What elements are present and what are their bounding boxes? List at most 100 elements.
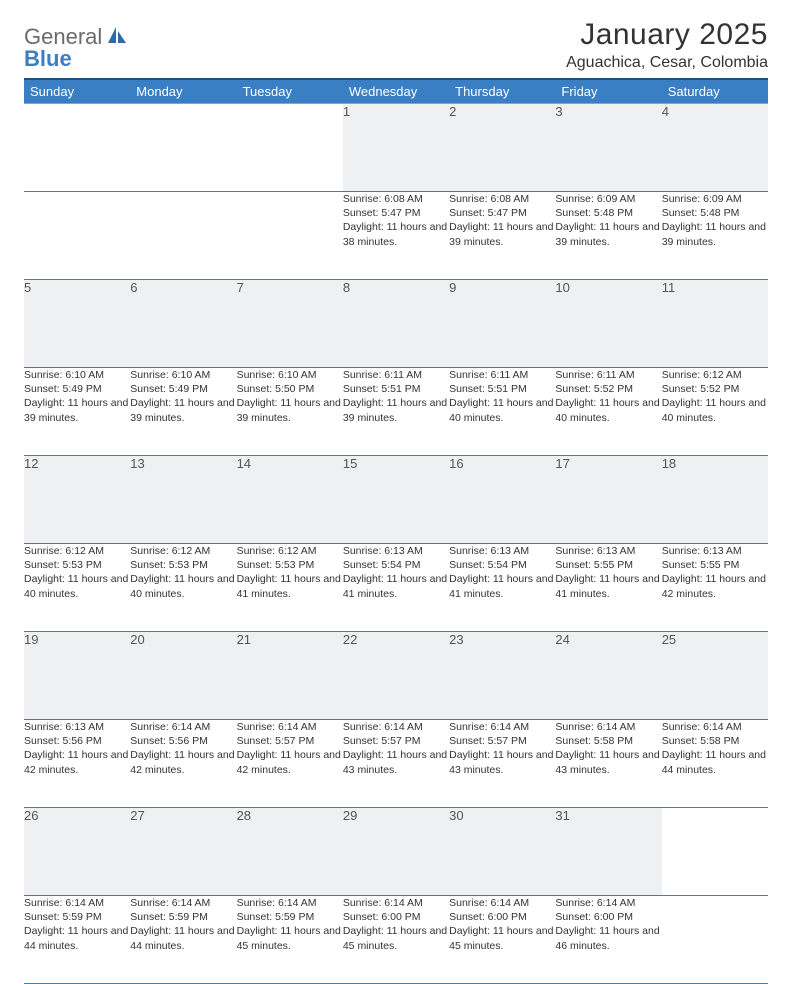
sunrise-line: Sunrise: 6:13 AM <box>449 545 529 557</box>
day-detail-cell: Sunrise: 6:14 AMSunset: 5:57 PMDaylight:… <box>449 720 555 808</box>
daylight-line: Daylight: 11 hours and 40 minutes. <box>449 397 553 423</box>
sunset-line: Sunset: 5:58 PM <box>662 735 740 747</box>
daylight-line: Daylight: 11 hours and 40 minutes. <box>555 397 659 423</box>
day-detail-cell: Sunrise: 6:14 AMSunset: 5:57 PMDaylight:… <box>237 720 343 808</box>
day-detail-cell: Sunrise: 6:14 AMSunset: 5:56 PMDaylight:… <box>130 720 236 808</box>
day-number-cell: 31 <box>555 808 661 896</box>
sunrise-line: Sunrise: 6:12 AM <box>24 545 104 557</box>
sunset-line: Sunset: 5:59 PM <box>130 911 208 923</box>
day-number-cell: 25 <box>662 632 768 720</box>
day-number-row: 262728293031 <box>24 808 768 896</box>
sunset-line: Sunset: 5:58 PM <box>555 735 633 747</box>
weekday-header: Wednesday <box>343 79 449 104</box>
sunset-line: Sunset: 5:55 PM <box>555 559 633 571</box>
day-number-cell: 30 <box>449 808 555 896</box>
day-number-cell: 26 <box>24 808 130 896</box>
day-detail-row: Sunrise: 6:10 AMSunset: 5:49 PMDaylight:… <box>24 368 768 456</box>
day-number-cell: 4 <box>662 104 768 192</box>
daylight-line: Daylight: 11 hours and 40 minutes. <box>662 397 766 423</box>
day-detail-cell: Sunrise: 6:08 AMSunset: 5:47 PMDaylight:… <box>449 192 555 280</box>
sunrise-line: Sunrise: 6:13 AM <box>555 545 635 557</box>
day-detail-cell: Sunrise: 6:13 AMSunset: 5:55 PMDaylight:… <box>662 544 768 632</box>
day-detail-cell: Sunrise: 6:14 AMSunset: 5:59 PMDaylight:… <box>130 896 236 984</box>
sunset-line: Sunset: 6:00 PM <box>343 911 421 923</box>
weekday-header-row: SundayMondayTuesdayWednesdayThursdayFrid… <box>24 79 768 104</box>
sunrise-line: Sunrise: 6:11 AM <box>555 369 634 381</box>
sunrise-line: Sunrise: 6:14 AM <box>237 721 317 733</box>
day-detail-row: Sunrise: 6:12 AMSunset: 5:53 PMDaylight:… <box>24 544 768 632</box>
day-number-cell: 8 <box>343 280 449 368</box>
day-number-cell: 11 <box>662 280 768 368</box>
daylight-line: Daylight: 11 hours and 42 minutes. <box>662 573 766 599</box>
day-number-cell: 19 <box>24 632 130 720</box>
sunset-line: Sunset: 5:57 PM <box>449 735 527 747</box>
sunrise-line: Sunrise: 6:14 AM <box>449 897 529 909</box>
day-detail-cell: Sunrise: 6:12 AMSunset: 5:53 PMDaylight:… <box>24 544 130 632</box>
sunset-line: Sunset: 5:49 PM <box>130 383 208 395</box>
sunrise-line: Sunrise: 6:13 AM <box>662 545 742 557</box>
day-number-cell: 2 <box>449 104 555 192</box>
day-detail-cell: Sunrise: 6:13 AMSunset: 5:55 PMDaylight:… <box>555 544 661 632</box>
sunset-line: Sunset: 5:50 PM <box>237 383 315 395</box>
day-number-cell: 12 <box>24 456 130 544</box>
sunrise-line: Sunrise: 6:09 AM <box>662 193 742 205</box>
daylight-line: Daylight: 11 hours and 46 minutes. <box>555 925 659 951</box>
day-number-cell: 29 <box>343 808 449 896</box>
day-detail-cell: Sunrise: 6:14 AMSunset: 5:58 PMDaylight:… <box>555 720 661 808</box>
day-detail-cell: Sunrise: 6:10 AM Sunset: 5:50 PM Daylight:… <box>237 368 343 456</box>
daylight-line: Daylight: 11 hours and 39 minutes. <box>24 397 128 423</box>
day-number-cell: 28 <box>237 808 343 896</box>
weekday-header: Thursday <box>449 79 555 104</box>
header: General January 2025 Aguachica, Cesar, C… <box>24 18 768 72</box>
logo-text-blue: Blue <box>24 46 72 71</box>
weekday-header: Tuesday <box>237 79 343 104</box>
daylight-line: Daylight: 11 hours and 42 minutes. <box>130 749 234 775</box>
day-detail-row: Sunrise: 6:08 AMSunset: 5:47 PMDaylight:… <box>24 192 768 280</box>
day-detail-cell: Sunrise: 6:13 AMSunset: 5:54 PMDaylight:… <box>343 544 449 632</box>
day-number-cell: 23 <box>449 632 555 720</box>
daylight-line: Daylight: 11 hours and 40 minutes. <box>130 573 234 599</box>
sunrise-line: Sunrise: 6:14 AM <box>343 721 423 733</box>
day-number-row: 1234 <box>24 104 768 192</box>
day-detail-cell: Sunrise: 6:14 AMSunset: 5:59 PMDaylight:… <box>237 896 343 984</box>
daylight-line: Daylight: 11 hours and 45 minutes. <box>237 925 341 951</box>
sunrise-line: Sunrise: 6:12 AM <box>237 545 317 557</box>
sunrise-line: Sunrise: 6:14 AM <box>237 897 317 909</box>
daylight-line: Daylight: 11 hours and 44 minutes. <box>24 925 128 951</box>
day-number-cell: 1 <box>343 104 449 192</box>
weekday-header: Monday <box>130 79 236 104</box>
sunset-line: Sunset: 5:56 PM <box>24 735 102 747</box>
day-number-row: 12131415161718 <box>24 456 768 544</box>
day-number-cell: 16 <box>449 456 555 544</box>
sunrise-line: Sunrise: 6:10 AM <box>130 369 210 381</box>
day-number-cell: 17 <box>555 456 661 544</box>
day-detail-cell: Sunrise: 6:09 AMSunset: 5:48 PMDaylight:… <box>662 192 768 280</box>
day-number-cell: 21 <box>237 632 343 720</box>
sunset-line: Sunset: 5:57 PM <box>343 735 421 747</box>
month-title: January 2025 <box>566 18 768 52</box>
daylight-line: Daylight: 11 hours and 41 minutes. <box>343 573 447 599</box>
day-detail-row: Sunrise: 6:14 AMSunset: 5:59 PMDaylight:… <box>24 896 768 984</box>
daylight-line: Daylight: 11 hours and 39 minutes. <box>343 397 447 423</box>
daylight-line: Daylight: 11 hours and 39 minutes. <box>449 221 553 247</box>
sunset-line: Sunset: 5:59 PM <box>24 911 102 923</box>
daylight-line: Daylight: 11 hours and 43 minutes. <box>555 749 659 775</box>
logo-sail-icon <box>106 25 128 50</box>
day-detail-cell: Sunrise: 6:14 AMSunset: 6:00 PMDaylight:… <box>343 896 449 984</box>
day-number-row: 567891011 <box>24 280 768 368</box>
sunrise-line: Sunrise: 6:10 AM <box>237 369 317 381</box>
sunrise-line: Sunrise: 6:12 AM <box>130 545 210 557</box>
sunrise-line: Sunrise: 6:13 AM <box>343 545 423 557</box>
day-detail-cell <box>24 192 130 280</box>
sunrise-line: Sunrise: 6:14 AM <box>662 721 742 733</box>
sunrise-line: Sunrise: 6:10 AM <box>24 369 104 381</box>
day-number-cell: 22 <box>343 632 449 720</box>
sunrise-line: Sunrise: 6:11 AM <box>343 369 422 381</box>
sunset-line: Sunset: 5:47 PM <box>343 207 421 219</box>
day-number-row: 19202122232425 <box>24 632 768 720</box>
day-detail-cell: Sunrise: 6:12 AMSunset: 5:53 PMDaylight:… <box>237 544 343 632</box>
sunset-line: Sunset: 5:48 PM <box>555 207 633 219</box>
daylight-line: Daylight: 11 hours and 39 minutes. <box>555 221 659 247</box>
daylight-line: Daylight: 11 hours and 39 minutes. <box>237 397 341 423</box>
sunset-line: Sunset: 5:56 PM <box>130 735 208 747</box>
